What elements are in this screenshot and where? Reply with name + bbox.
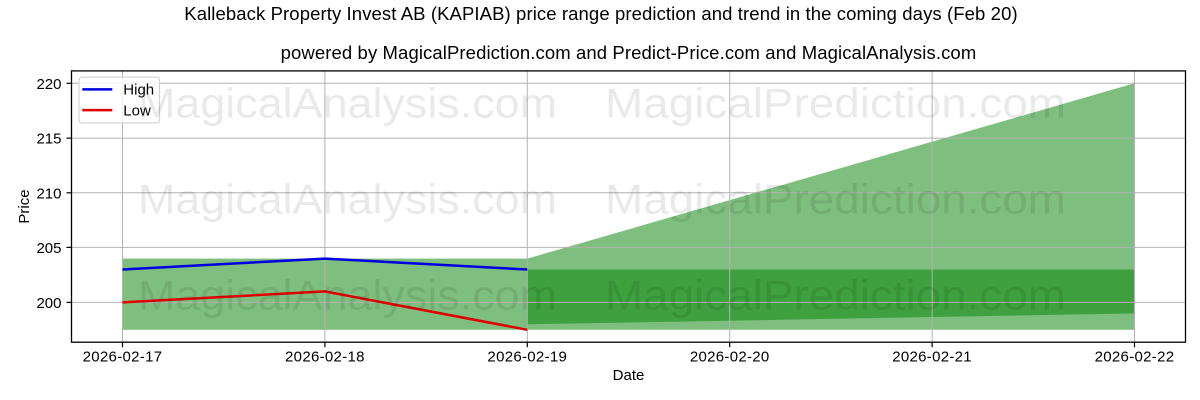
svg-text:205: 205: [36, 240, 61, 257]
svg-text:MagicalPrediction.com: MagicalPrediction.com: [605, 271, 1066, 318]
svg-text:Kalleback Property Invest AB (: Kalleback Property Invest AB (KAPIAB) pr…: [184, 3, 1017, 24]
svg-text:200: 200: [36, 295, 61, 312]
svg-text:2026-02-21: 2026-02-21: [892, 349, 972, 366]
svg-text:220: 220: [36, 76, 61, 93]
svg-text:210: 210: [36, 185, 61, 202]
svg-text:2026-02-18: 2026-02-18: [285, 349, 365, 366]
svg-text:MagicalAnalysis.com: MagicalAnalysis.com: [138, 175, 557, 222]
svg-text:High: High: [123, 82, 154, 99]
svg-text:MagicalAnalysis.com: MagicalAnalysis.com: [138, 271, 557, 318]
svg-text:Date: Date: [613, 367, 645, 384]
svg-text:2026-02-17: 2026-02-17: [83, 349, 163, 366]
svg-text:2026-02-22: 2026-02-22: [1095, 349, 1175, 366]
svg-text:MagicalAnalysis.com: MagicalAnalysis.com: [138, 79, 557, 126]
svg-text:2026-02-20: 2026-02-20: [690, 349, 770, 366]
svg-text:Low: Low: [123, 102, 151, 119]
svg-text:MagicalPrediction.com: MagicalPrediction.com: [605, 175, 1066, 222]
svg-text:MagicalPrediction.com: MagicalPrediction.com: [605, 79, 1066, 126]
svg-text:2026-02-19: 2026-02-19: [487, 349, 567, 366]
svg-text:215: 215: [36, 131, 61, 148]
svg-text:powered by MagicalPrediction.c: powered by MagicalPrediction.com and Pre…: [281, 42, 977, 63]
svg-text:Price: Price: [16, 189, 33, 223]
